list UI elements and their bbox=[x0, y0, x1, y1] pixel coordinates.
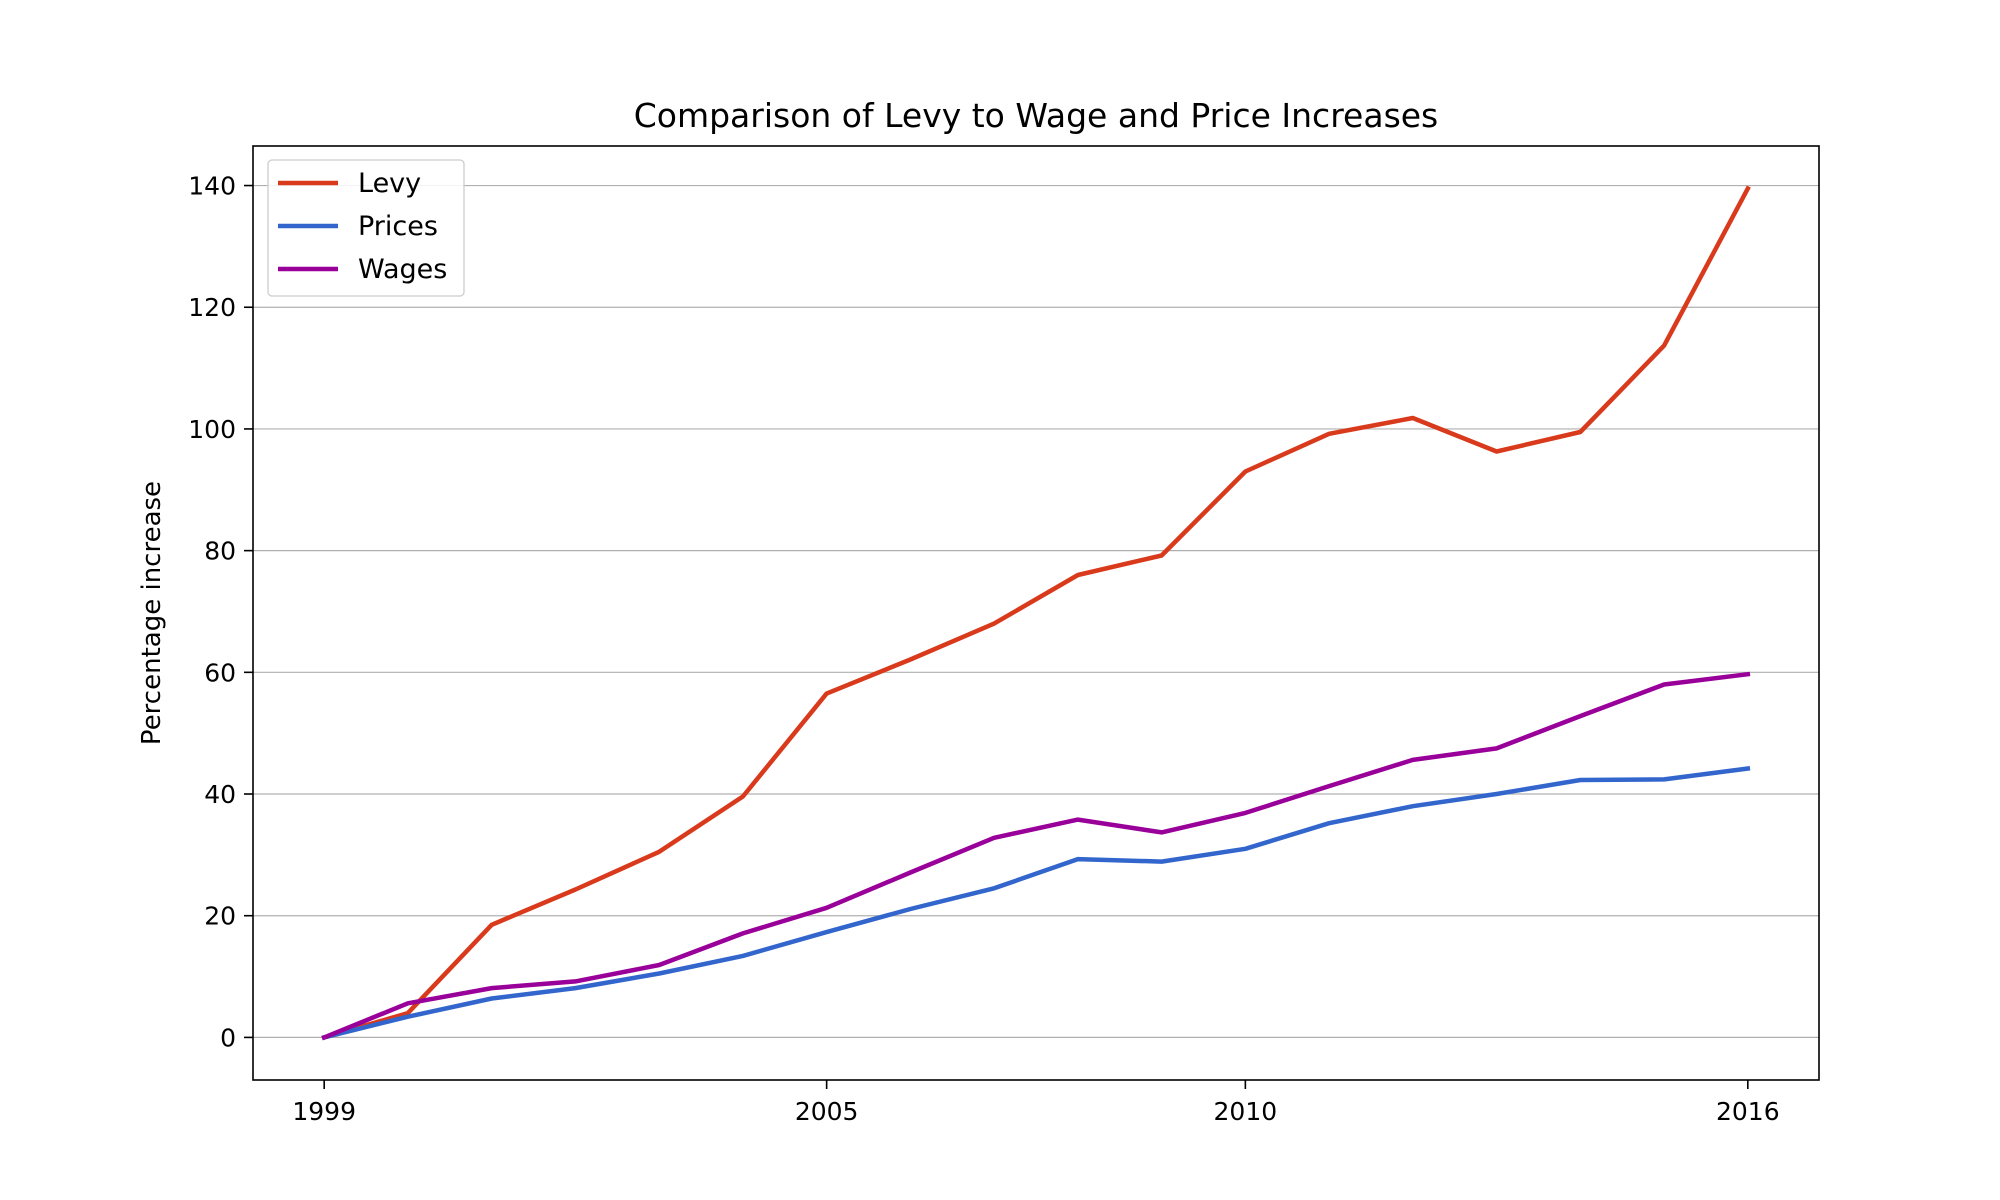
chart-title: Comparison of Levy to Wage and Price Inc… bbox=[634, 96, 1439, 135]
x-tick-label: 1999 bbox=[292, 1097, 356, 1126]
series-lines bbox=[321, 185, 1751, 1041]
y-tick-label: 40 bbox=[204, 780, 236, 809]
y-tick-label: 100 bbox=[188, 415, 236, 444]
legend-box bbox=[267, 159, 465, 297]
y-tick-label: 140 bbox=[188, 172, 236, 201]
y-axis-label: Percentage increase bbox=[137, 481, 167, 745]
x-tick-label: 2016 bbox=[1716, 1097, 1780, 1126]
x-tick-label: 2010 bbox=[1214, 1097, 1278, 1126]
legend-items: Levy Prices Wages bbox=[278, 168, 447, 285]
legend-label-levy: Levy bbox=[358, 168, 421, 199]
series-line-levy bbox=[321, 185, 1751, 1041]
y-tick-label: 120 bbox=[188, 293, 236, 322]
gridlines bbox=[253, 184, 1819, 1039]
legend-label-wages: Wages bbox=[358, 254, 447, 285]
y-tick-label: 0 bbox=[220, 1023, 236, 1052]
y-tick-label: 20 bbox=[204, 902, 236, 931]
plot-area-frame bbox=[252, 145, 1820, 1081]
series-line-wages bbox=[321, 671, 1751, 1041]
y-tick-label: 60 bbox=[204, 658, 236, 687]
series-line-prices bbox=[321, 765, 1751, 1041]
x-tick-label: 2005 bbox=[795, 1097, 859, 1126]
y-axis: 0 20 40 60 80 100 120 140 bbox=[188, 172, 253, 1052]
x-axis: 1999 2005 2010 2016 bbox=[292, 1080, 1780, 1126]
legend: Levy Prices Wages bbox=[267, 159, 465, 297]
legend-label-prices: Prices bbox=[358, 211, 438, 242]
y-tick-label: 80 bbox=[204, 537, 236, 566]
